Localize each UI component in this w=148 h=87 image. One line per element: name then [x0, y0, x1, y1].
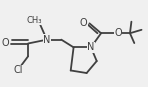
- Text: N: N: [87, 42, 95, 52]
- Text: Cl: Cl: [14, 66, 23, 75]
- Text: CH₃: CH₃: [27, 16, 42, 25]
- Text: N: N: [43, 35, 51, 45]
- Text: O: O: [1, 39, 9, 48]
- Text: O: O: [115, 28, 122, 38]
- Text: O: O: [80, 17, 87, 27]
